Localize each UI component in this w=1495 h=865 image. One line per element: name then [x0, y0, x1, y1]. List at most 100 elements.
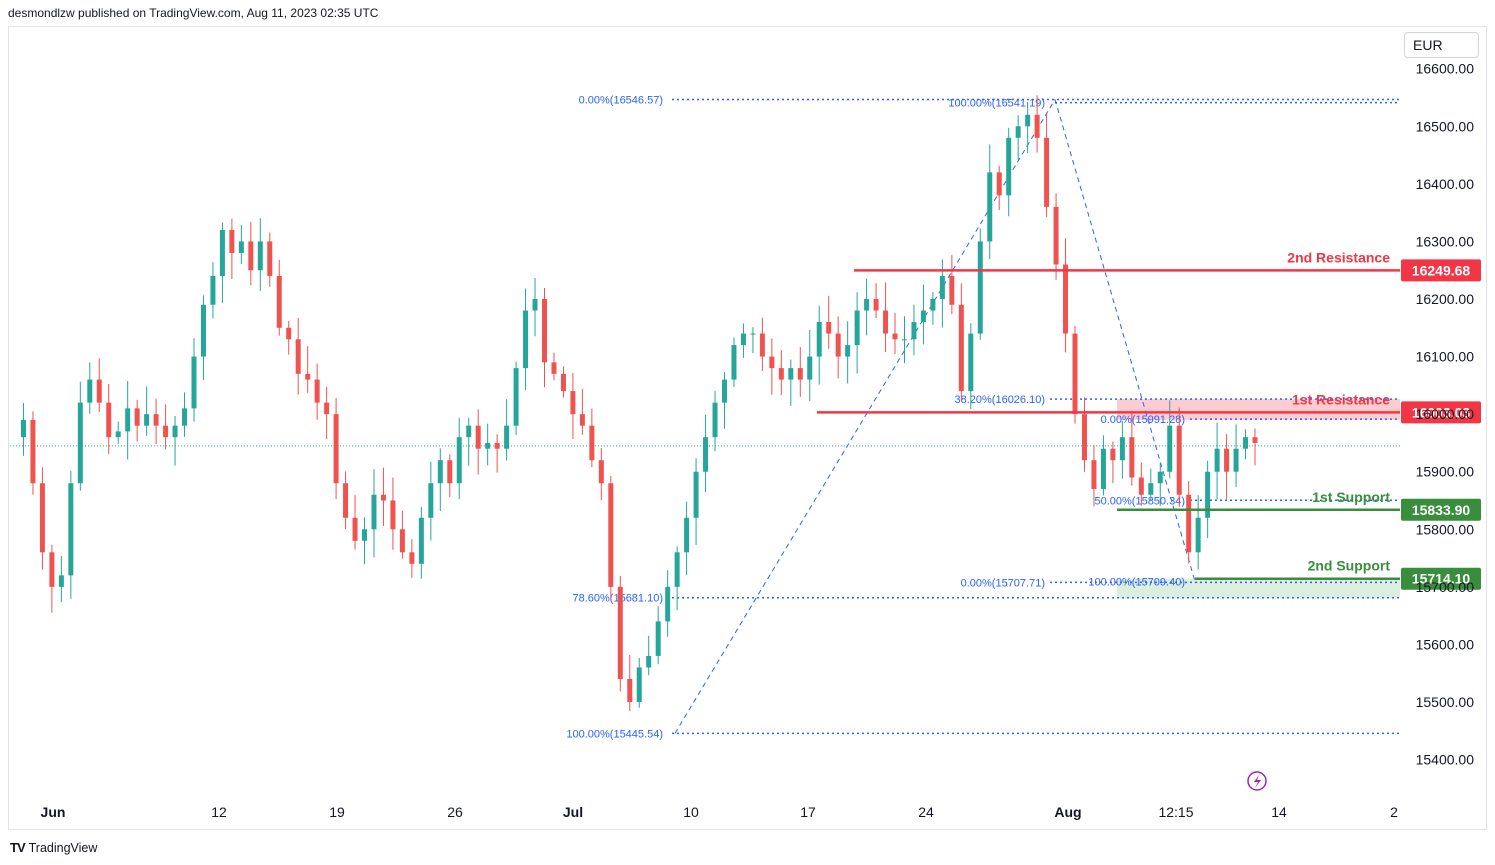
candle-body: [418, 517, 424, 564]
candle-body: [333, 414, 339, 484]
fib-label: 100.00%(16541.19): [948, 98, 1045, 110]
candle-body: [570, 391, 576, 415]
candle-body: [920, 310, 926, 323]
candle-body: [210, 275, 216, 305]
candle-body: [1015, 126, 1021, 138]
candle-body: [494, 442, 500, 449]
x-tick-label: 2: [1390, 804, 1398, 820]
candle-body: [380, 494, 386, 501]
candle-body: [58, 575, 64, 587]
y-tick-label: 16000.00: [1416, 406, 1475, 422]
candle-body: [352, 517, 358, 541]
candle-body: [324, 402, 330, 415]
candle-body: [778, 368, 784, 380]
candle-body: [172, 425, 178, 438]
candle-body: [873, 299, 879, 311]
y-tick-label: 16100.00: [1416, 349, 1475, 365]
price-tag: [1401, 401, 1481, 424]
candle-body: [693, 471, 699, 518]
fib-label: 38.20%(16026.10): [954, 394, 1045, 406]
candle-body: [1034, 114, 1040, 138]
x-tick-label: 12: [211, 804, 227, 820]
candle-body: [1167, 425, 1173, 472]
candle-body: [892, 333, 898, 340]
candle-body: [1119, 437, 1125, 461]
candle-body: [182, 408, 188, 426]
candle-body: [314, 379, 320, 403]
candle-body: [475, 425, 481, 449]
candle-body: [646, 655, 652, 668]
candle-body: [238, 241, 244, 253]
candle-body: [930, 299, 936, 311]
candle-body: [456, 437, 462, 484]
candle-body: [1138, 477, 1144, 495]
candle-body: [219, 229, 225, 276]
price-tag: [1401, 498, 1481, 521]
fib-label: 78.60%(15681.10): [572, 593, 663, 605]
candle-body: [854, 310, 860, 346]
level-name: 1st Support: [1312, 489, 1390, 505]
candle-body: [362, 529, 368, 541]
candle-body: [1224, 448, 1230, 472]
candle-body: [560, 373, 566, 392]
x-tick-label: 24: [918, 804, 934, 820]
candle-body: [617, 586, 623, 679]
price-axis: 15400.00 15500.00 15600.00 15700.00 15800.00…: [1416, 61, 1475, 768]
candle-body: [1025, 114, 1031, 127]
candle-body: [1186, 494, 1192, 553]
chart-frame: [8, 26, 1487, 830]
candle-body: [20, 419, 26, 438]
candle-body: [826, 322, 832, 334]
candle-body: [901, 339, 907, 341]
candle-body: [96, 379, 102, 403]
candle-body: [835, 333, 841, 357]
x-tick-label: 14: [1271, 804, 1287, 820]
candle-body: [542, 299, 548, 363]
candle-body: [636, 667, 642, 702]
candle-body: [1072, 333, 1078, 415]
candle-body: [134, 408, 140, 426]
candle-body: [968, 333, 974, 392]
x-tick-label: 19: [329, 804, 345, 820]
candle-body: [390, 500, 396, 530]
fib-label: 0.00%(15991.28): [1101, 414, 1185, 426]
price-tag: [1401, 259, 1481, 282]
level-name: 1st Resistance: [1292, 391, 1390, 407]
x-tick-label: Jul: [563, 804, 583, 820]
candle-body: [106, 402, 112, 438]
candle-body: [276, 275, 282, 328]
candle-body: [939, 275, 945, 300]
candle-body: [551, 362, 557, 374]
candle-body: [1110, 448, 1116, 461]
candle-body: [740, 333, 746, 346]
x-tick-label: Aug: [1054, 804, 1081, 820]
currency-selector[interactable]: EUR: [1404, 32, 1479, 58]
lightning-icon[interactable]: [1247, 771, 1267, 791]
price-tag-label: 16249.68: [1412, 262, 1471, 278]
candle-body: [87, 379, 93, 403]
candle-body: [589, 425, 595, 461]
y-tick-label: 15700.00: [1416, 579, 1475, 595]
x-tick-label: 10: [683, 804, 699, 820]
y-tick-label: 15500.00: [1416, 694, 1475, 710]
candle-body: [523, 310, 529, 369]
price-tag-label: 16003.03: [1412, 404, 1471, 420]
candle-body: [883, 310, 889, 334]
y-tick-label: 16600.00: [1416, 61, 1475, 77]
footer-brand-name: TradingView: [28, 840, 98, 855]
candle-body: [627, 678, 633, 702]
fib-label: 100.00%(15445.54): [566, 728, 663, 740]
fib-label: 100.00%(15709.40): [1088, 576, 1185, 588]
candle-body: [371, 494, 377, 530]
candle-body: [1148, 483, 1154, 495]
candle-body: [1157, 471, 1163, 484]
candle-body: [1176, 425, 1182, 495]
candle-body: [674, 552, 680, 587]
candle-body: [1195, 517, 1201, 553]
candle-body: [977, 241, 983, 334]
candle-body: [721, 379, 727, 403]
candle-body: [513, 368, 519, 426]
candle-body: [684, 517, 690, 553]
candle-body: [949, 275, 955, 305]
